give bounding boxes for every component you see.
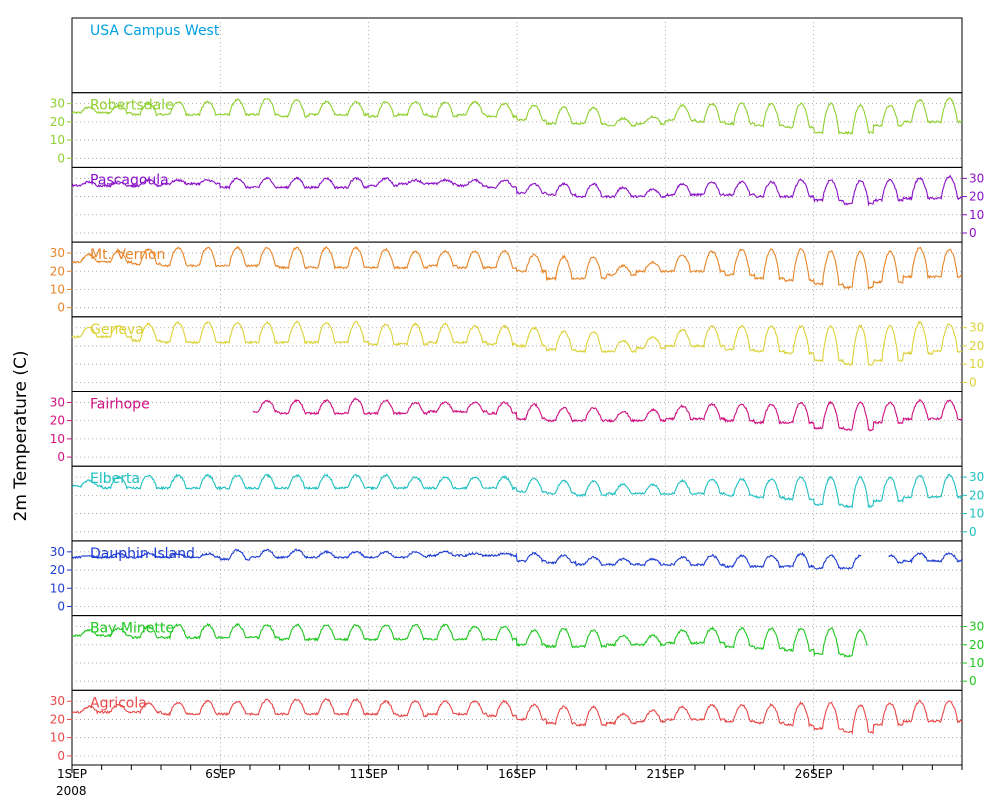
- y-tick-label: 20: [50, 712, 65, 726]
- series-line: [252, 397, 963, 432]
- series-line: [71, 697, 963, 736]
- y-tick-label: 0: [969, 375, 977, 389]
- series-line: [72, 473, 963, 509]
- y-tick-label: 20: [969, 638, 984, 652]
- y-tick-label: 0: [57, 301, 65, 315]
- y-tick-label: 0: [57, 450, 65, 464]
- x-tick-label: 1SEP: [57, 767, 87, 781]
- y-tick-label: 0: [57, 749, 65, 763]
- y-tick-label: 20: [969, 339, 984, 353]
- y-tick-label: 20: [969, 190, 984, 204]
- y-tick-label: 10: [969, 507, 984, 521]
- station-label: USA Campus West: [90, 23, 220, 39]
- station-label: Elberta: [90, 471, 140, 487]
- y-tick-label: 0: [969, 226, 977, 240]
- x-year-label: 2008: [56, 784, 87, 798]
- y-tick-label: 10: [969, 656, 984, 670]
- y-tick-label: 10: [50, 133, 65, 147]
- y-tick-label: 30: [969, 321, 984, 335]
- series-line: [71, 622, 868, 658]
- y-tick-label: 20: [50, 115, 65, 129]
- station-label: Fairhope: [90, 397, 150, 413]
- station-label: Agricola: [90, 695, 147, 711]
- station-label: Geneva: [90, 322, 144, 338]
- y-axis-label: 2m Temperature (C): [11, 350, 31, 521]
- y-tick-label: 30: [50, 246, 65, 260]
- x-tick-label: 21SEP: [646, 767, 684, 781]
- y-tick-label: 10: [969, 357, 984, 371]
- x-tick-label: 16SEP: [498, 767, 536, 781]
- y-tick-label: 30: [50, 694, 65, 708]
- station-label: Robertsdale: [90, 98, 174, 114]
- y-tick-label: 30: [969, 171, 984, 185]
- y-tick-label: 30: [50, 545, 65, 559]
- y-tick-label: 0: [57, 599, 65, 613]
- y-tick-label: 30: [50, 395, 65, 409]
- y-tick-label: 30: [50, 97, 65, 111]
- y-tick-label: 30: [969, 470, 984, 484]
- y-tick-label: 30: [969, 620, 984, 634]
- x-tick-label: 6SEP: [205, 767, 235, 781]
- y-tick-label: 10: [50, 731, 65, 745]
- y-tick-label: 0: [969, 525, 977, 539]
- y-tick-label: 0: [969, 674, 977, 688]
- y-tick-label: 10: [50, 432, 65, 446]
- y-tick-label: 20: [50, 414, 65, 428]
- series-line: [71, 320, 963, 366]
- y-tick-label: 10: [969, 208, 984, 222]
- series-line: [71, 245, 963, 290]
- y-tick-label: 10: [50, 581, 65, 595]
- y-tick-label: 20: [50, 563, 65, 577]
- y-tick-label: 20: [969, 488, 984, 502]
- series-line: [71, 97, 963, 136]
- station-label: Mt. Vernon: [90, 247, 165, 263]
- station-label: Dauphin Island: [90, 546, 195, 562]
- station-label: Bay Minette: [90, 621, 174, 637]
- y-tick-label: 20: [50, 264, 65, 278]
- station-label: Pascagoula: [90, 172, 169, 188]
- series-line: [71, 548, 963, 570]
- series-line: [71, 174, 963, 207]
- y-tick-label: 10: [50, 282, 65, 296]
- x-tick-label: 26SEP: [795, 767, 833, 781]
- y-tick-label: 0: [57, 151, 65, 165]
- x-tick-label: 11SEP: [350, 767, 388, 781]
